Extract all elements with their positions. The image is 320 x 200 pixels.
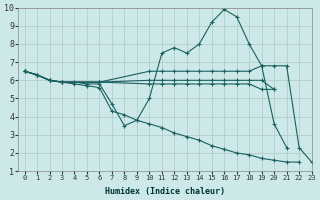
X-axis label: Humidex (Indice chaleur): Humidex (Indice chaleur): [105, 187, 225, 196]
